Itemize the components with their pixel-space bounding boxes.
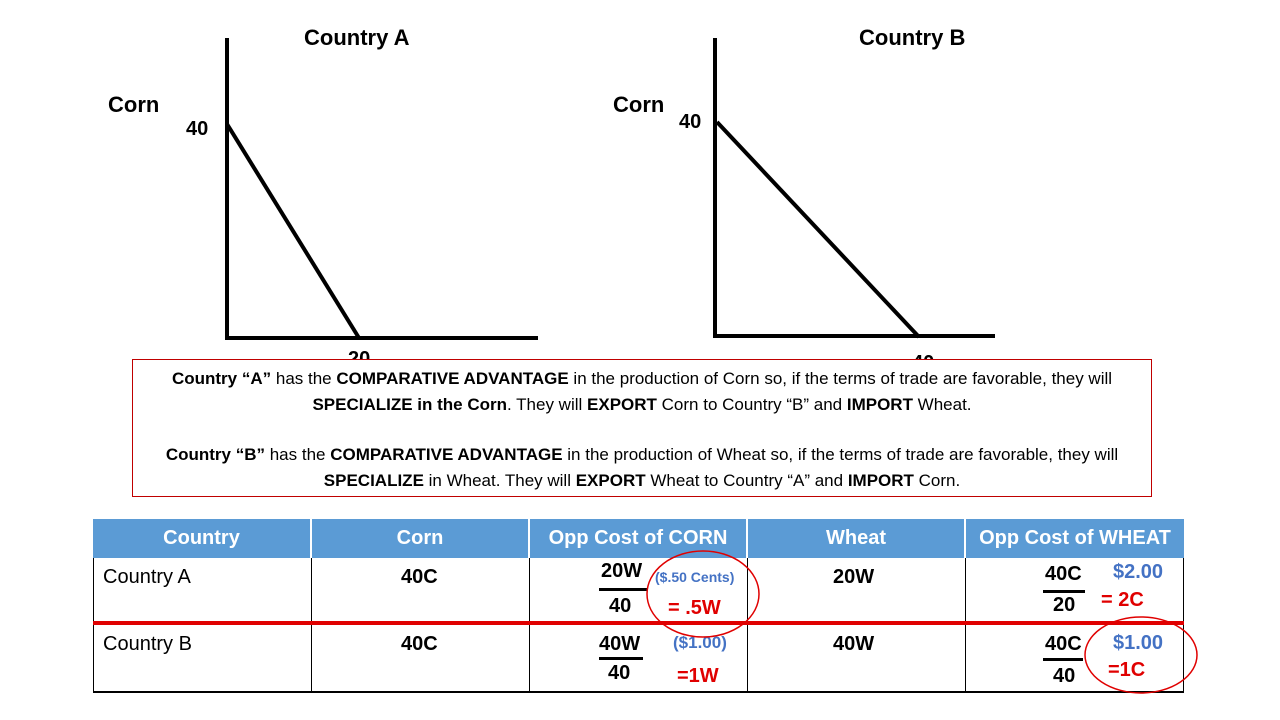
graph-b-ppf-line: [715, 120, 921, 339]
text-run: has the: [271, 369, 337, 388]
text-run: in the production of Wheat so, if the te…: [562, 445, 1119, 464]
grid-line: [529, 558, 530, 693]
row-b-opp-corn-result: =1W: [677, 665, 719, 687]
text-run: in Wheat. They will: [423, 470, 576, 490]
row-b-country: Country B: [103, 633, 192, 655]
row-a-wheat: 20W: [833, 566, 875, 588]
row-b-opp-corn-fraction-bar: [599, 657, 643, 660]
text-run: Country “B”: [165, 445, 265, 464]
grid-line: [93, 558, 94, 693]
graph-a-ppf: [225, 38, 538, 340]
text-run: Wheat to Country “A” and: [645, 470, 848, 490]
table-bottom-border: [93, 691, 1184, 693]
row-a-country: Country A: [103, 566, 191, 588]
row-b-opp-wheat-fraction-bar: [1043, 658, 1083, 661]
row-b-wheat: 40W: [833, 633, 875, 655]
row-a-opp-corn-numerator: 20W: [601, 560, 643, 582]
header-country: Country: [93, 519, 312, 558]
text-run: EXPORT: [587, 394, 657, 414]
graph-b-ppf: [713, 38, 995, 339]
row-b-opp-corn-numerator: 40W: [599, 633, 641, 655]
row-b-corn: 40C: [401, 633, 438, 655]
graph-b-x-intercept-label: 40: [912, 352, 934, 359]
row-b-opp-corn-denominator: 40: [608, 662, 631, 684]
opportunity-cost-table: Country Corn Opp Cost of CORN Wheat Opp …: [93, 519, 1184, 693]
text-run: COMPARATIVE ADVANTAGE: [330, 445, 563, 464]
row-a-corn: 40C: [401, 566, 438, 588]
graph-b-y-intercept-label: 40: [679, 111, 702, 133]
text-run: EXPORT: [575, 470, 646, 490]
grid-line: [747, 558, 748, 693]
text-run: Country “A”: [171, 369, 272, 388]
text-run: IMPORT: [847, 470, 914, 490]
grid-line: [1183, 558, 1184, 693]
grid-line: [311, 558, 312, 693]
explanation-country-b: Country “B” has the COMPARATIVE ADVANTAG…: [133, 442, 1151, 493]
header-opp-cost-wheat: Opp Cost of WHEAT: [966, 519, 1184, 558]
graph-b-title: Country B: [859, 25, 966, 50]
text-run: COMPARATIVE ADVANTAGE: [336, 369, 569, 388]
text-run: SPECIALIZE in the Corn: [312, 394, 508, 414]
row-b-opp-corn-note: ($1.00): [673, 633, 727, 652]
graph-a-title: Country A: [304, 25, 410, 50]
graph-a-y-axis-label: Corn: [108, 92, 160, 117]
row-a-opp-corn-fraction-bar: [599, 588, 647, 591]
text-run: Wheat.: [912, 394, 972, 414]
text-run: SPECIALIZE: [323, 470, 424, 490]
explanation-box: Country “A” has the COMPARATIVE ADVANTAG…: [132, 359, 1152, 497]
header-corn: Corn: [312, 519, 530, 558]
row-b-opp-wheat-numerator: 40C: [1045, 633, 1082, 655]
header-wheat: Wheat: [748, 519, 966, 558]
grid-line: [965, 558, 966, 693]
text-run: Corn to Country “B” and: [656, 394, 847, 414]
row-a-opp-corn-note: ($.50 Cents): [655, 569, 735, 585]
row-a-opp-wheat-fraction-bar: [1043, 590, 1085, 593]
text-run: Corn.: [913, 470, 961, 490]
graph-b-y-axis-label: Corn: [613, 92, 665, 117]
explanation-country-a: Country “A” has the COMPARATIVE ADVANTAG…: [133, 366, 1151, 417]
row-b-opp-wheat-denominator: 40: [1053, 665, 1076, 687]
row-separator-red: [93, 621, 1184, 625]
row-b-opp-wheat-result: =1C: [1108, 659, 1146, 681]
graph-a-ppf-line: [225, 122, 361, 340]
row-a-opp-corn-denominator: 40: [609, 595, 632, 617]
row-a-opp-wheat-result: = 2C: [1101, 589, 1144, 611]
row-a-opp-wheat-numerator: 40C: [1045, 563, 1082, 585]
text-run: . They will: [507, 394, 588, 414]
text-run: in the production of Corn so, if the ter…: [568, 369, 1113, 388]
row-a-opp-wheat-note: $2.00: [1113, 561, 1164, 583]
row-a-opp-corn-result: = .5W: [668, 597, 721, 619]
row-b-opp-wheat-note: $1.00: [1113, 632, 1164, 654]
text-run: has the: [264, 445, 331, 464]
header-opp-cost-corn: Opp Cost of CORN: [530, 519, 748, 558]
row-a-opp-wheat-denominator: 20: [1053, 594, 1076, 616]
text-run: IMPORT: [846, 394, 913, 414]
graph-a-x-intercept-label: 20: [348, 348, 371, 359]
graph-a-y-intercept-label: 40: [186, 118, 209, 140]
